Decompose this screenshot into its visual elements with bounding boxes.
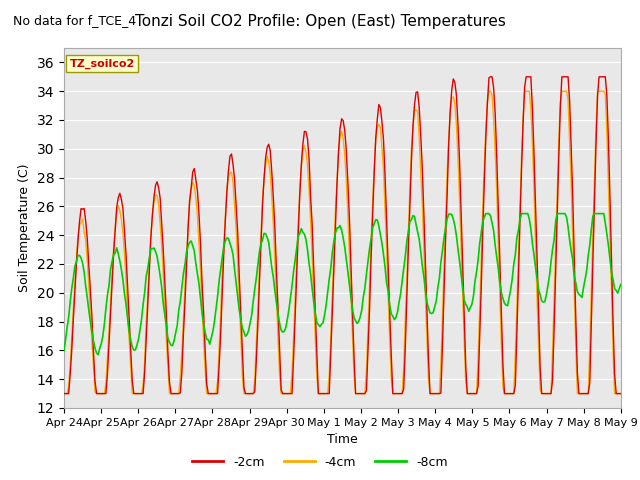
Text: TZ_soilco2: TZ_soilco2 xyxy=(70,59,135,69)
X-axis label: Time: Time xyxy=(327,433,358,446)
Y-axis label: Soil Temperature (C): Soil Temperature (C) xyxy=(18,164,31,292)
Legend: -2cm, -4cm, -8cm: -2cm, -4cm, -8cm xyxy=(187,451,453,474)
Text: No data for f_TCE_4: No data for f_TCE_4 xyxy=(13,14,136,27)
Text: Tonzi Soil CO2 Profile: Open (East) Temperatures: Tonzi Soil CO2 Profile: Open (East) Temp… xyxy=(134,14,506,29)
